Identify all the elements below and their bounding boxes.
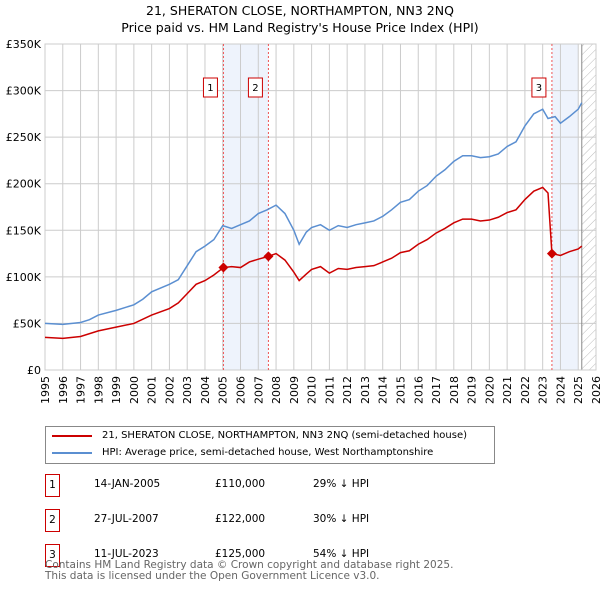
legend: 21, SHERATON CLOSE, NORTHAMPTON, NN3 2NQ… [45, 426, 495, 464]
x-tick-label: 2023 [537, 376, 550, 404]
sale-point [218, 262, 229, 273]
sale-hpi-diff: 54% ↓ HPI [313, 548, 370, 560]
sale-hpi-diff: 30% ↓ HPI [313, 513, 370, 525]
x-tick-label: 2020 [483, 376, 496, 404]
x-tick-label: 2012 [341, 376, 354, 404]
x-tick-label: 2018 [448, 376, 461, 404]
sale-label-box [531, 77, 547, 98]
sale-price: £125,000 [215, 548, 266, 560]
y-tick-label: £50K [13, 317, 42, 330]
legend-item-property: 21, SHERATON CLOSE, NORTHAMPTON, NN3 2NQ… [52, 430, 467, 441]
sale-label: 3 [536, 83, 542, 94]
footer-licence: This data is licensed under the Open Gov… [45, 570, 380, 582]
y-tick-label: £350K [6, 38, 42, 51]
sale-price: £110,000 [215, 478, 266, 490]
x-tick-label: 2022 [519, 376, 532, 404]
sale-number: 2 [45, 509, 60, 532]
y-tick-label: £0 [27, 364, 41, 377]
legend-item-hpi: HPI: Average price, semi-detached house,… [52, 447, 433, 458]
x-tick-label: 2006 [235, 376, 248, 404]
sale-label-box [247, 77, 263, 98]
y-tick-label: £150K [6, 224, 42, 237]
x-tick-label: 2008 [270, 376, 283, 404]
x-tick-label: 2004 [199, 376, 212, 404]
x-tick-label: 2002 [163, 376, 176, 404]
sale-hpi-diff: 29% ↓ HPI [313, 478, 370, 490]
x-tick-label: 1995 [39, 376, 52, 404]
sale-date: 14-JAN-2005 [94, 478, 161, 490]
y-tick-label: £100K [6, 271, 42, 284]
x-tick-label: 2017 [430, 376, 443, 404]
x-tick-label: 2025 [572, 376, 585, 404]
plot-border [44, 43, 597, 371]
x-tick-label: 1996 [57, 376, 70, 404]
x-tick-label: 2014 [377, 376, 390, 404]
x-tick-label: 2019 [466, 376, 479, 404]
sale-date: 11-JUL-2023 [94, 548, 159, 560]
y-tick-label: £200K [6, 178, 42, 191]
legend-label: HPI: Average price, semi-detached house,… [102, 447, 434, 458]
x-tick-label: 2021 [501, 376, 514, 404]
x-tick-label: 1998 [92, 376, 105, 404]
footer-copyright: Contains HM Land Registry data © Crown c… [45, 559, 454, 571]
sale-number: 1 [45, 474, 60, 497]
sale-label: 2 [252, 83, 258, 94]
x-tick-label: 2011 [323, 376, 336, 404]
y-tick-label: £250K [6, 131, 42, 144]
x-tick-label: 2024 [554, 376, 567, 404]
x-tick-label: 1999 [110, 376, 123, 404]
sale-price: £122,000 [215, 513, 266, 525]
series-line [44, 102, 583, 326]
x-tick-label: 2005 [217, 376, 230, 404]
sale-point [263, 251, 274, 262]
x-tick-label: 1997 [75, 376, 88, 404]
y-tick-label: £300K [6, 85, 42, 98]
sale-point [546, 248, 557, 259]
legend-label: 21, SHERATON CLOSE, NORTHAMPTON, NN3 2NQ… [102, 430, 468, 441]
shaded-period [223, 44, 269, 370]
x-tick-label: 2016 [412, 376, 425, 404]
x-tick-label: 2003 [181, 376, 194, 404]
x-tick-label: 2013 [359, 376, 372, 404]
sale-number: 3 [45, 544, 60, 567]
x-tick-label: 2001 [146, 376, 159, 404]
sale-label: 1 [207, 83, 213, 94]
sale-label-box [202, 77, 218, 98]
x-tick-label: 2000 [128, 376, 141, 404]
sale-date: 27-JUL-2007 [94, 513, 159, 525]
x-tick-label: 2026 [590, 376, 600, 404]
chart-title: 21, SHERATON CLOSE, NORTHAMPTON, NN3 2NQ [146, 3, 454, 18]
shaded-period [551, 44, 579, 370]
x-tick-label: 2007 [252, 376, 265, 404]
x-tick-label: 2010 [306, 376, 319, 404]
price-chart: 1995 1996 1997 1998 1999 2000 2001 2002 2003 2004… [6, 38, 600, 404]
series-line [44, 186, 583, 340]
x-tick-label: 2015 [394, 376, 407, 404]
x-tick-label: 2009 [288, 376, 301, 404]
chart-subtitle: Price paid vs. HM Land Registry's House … [121, 20, 479, 35]
forecast-hatch [581, 44, 596, 370]
